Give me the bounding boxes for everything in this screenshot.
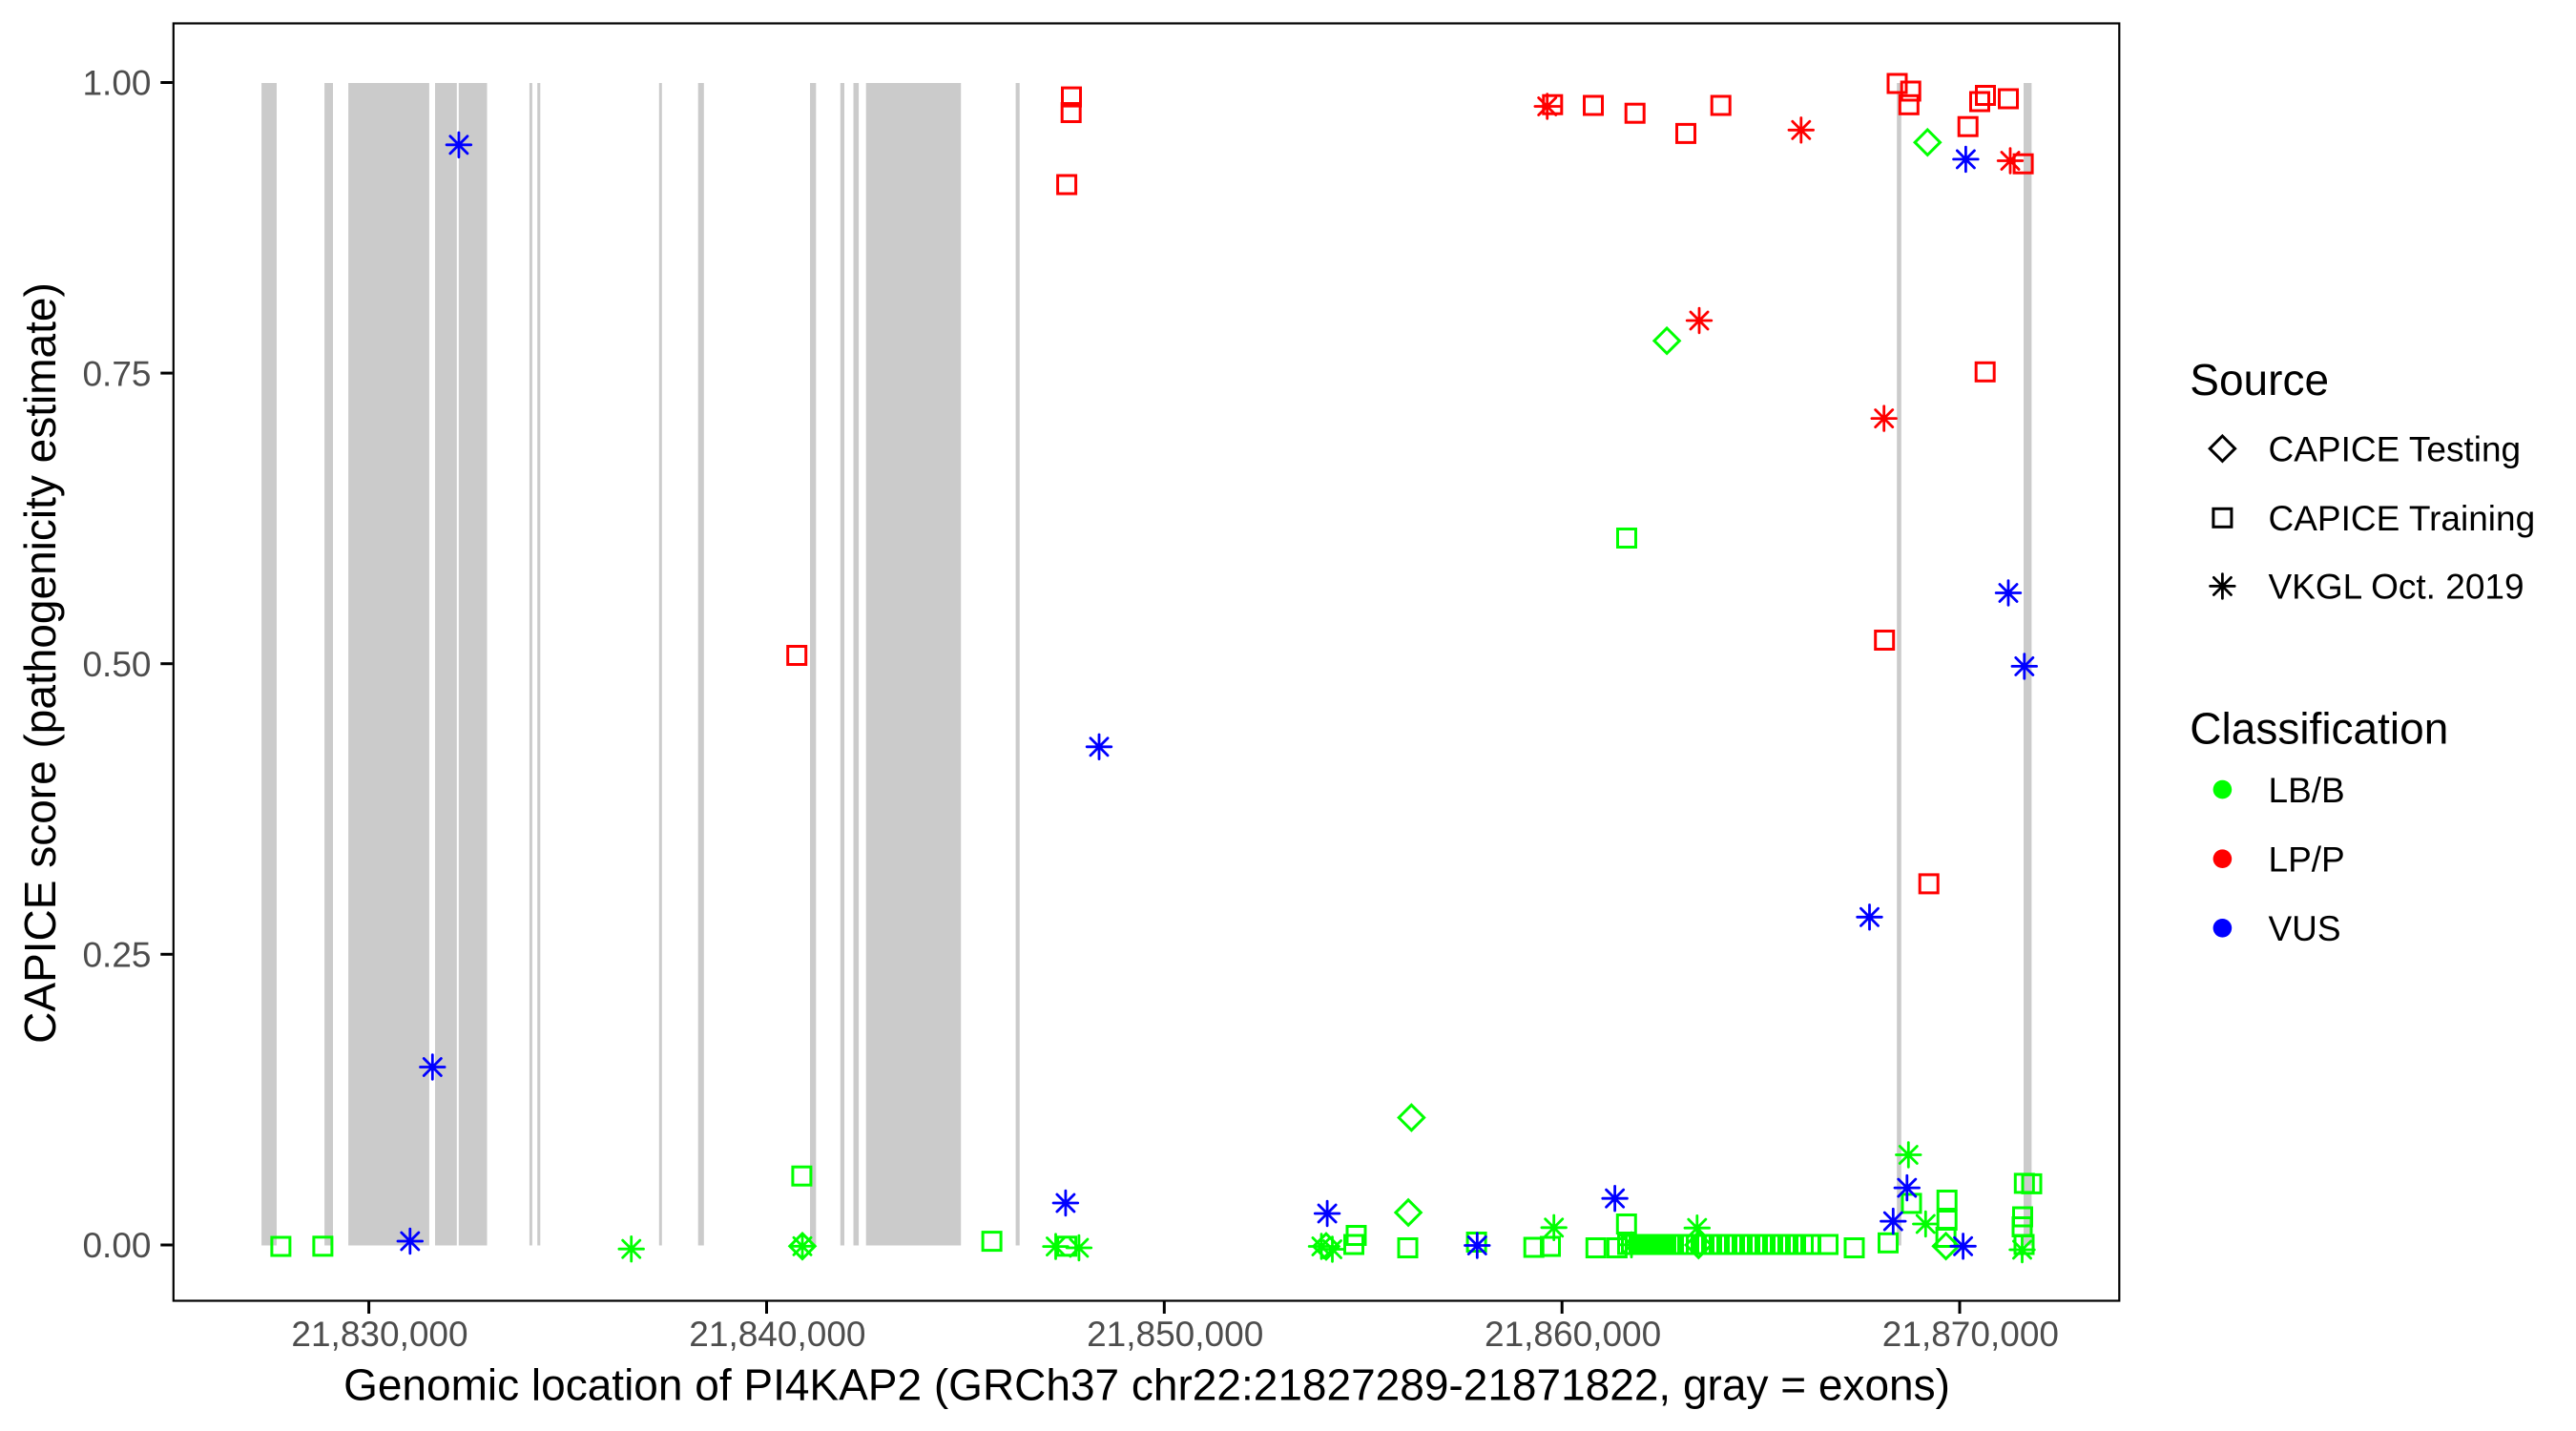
svg-text:21,850,000: 21,850,000 bbox=[1087, 1315, 1263, 1354]
svg-text:21,830,000: 21,830,000 bbox=[291, 1315, 467, 1354]
svg-text:21,860,000: 21,860,000 bbox=[1485, 1315, 1661, 1354]
svg-text:LB/B: LB/B bbox=[2269, 771, 2345, 810]
svg-text:Genomic location of PI4KAP2 (G: Genomic location of PI4KAP2 (GRCh37 chr2… bbox=[343, 1360, 1950, 1410]
svg-text:21,870,000: 21,870,000 bbox=[1882, 1315, 2059, 1354]
svg-text:Classification: Classification bbox=[2190, 704, 2448, 754]
svg-text:CAPICE Testing: CAPICE Testing bbox=[2269, 429, 2522, 468]
svg-text:Source: Source bbox=[2190, 355, 2329, 404]
svg-text:VUS: VUS bbox=[2269, 909, 2341, 948]
svg-text:0.25: 0.25 bbox=[82, 936, 151, 975]
svg-text:0.75: 0.75 bbox=[82, 354, 151, 393]
svg-text:CAPICE score (pathogenicity es: CAPICE score (pathogenicity estimate) bbox=[15, 282, 65, 1044]
svg-text:1.00: 1.00 bbox=[82, 64, 151, 103]
svg-text:CAPICE Training: CAPICE Training bbox=[2269, 499, 2536, 538]
svg-text:0.00: 0.00 bbox=[82, 1226, 151, 1265]
svg-text:LP/P: LP/P bbox=[2269, 840, 2345, 879]
svg-text:0.50: 0.50 bbox=[82, 645, 151, 684]
svg-text:VKGL Oct. 2019: VKGL Oct. 2019 bbox=[2269, 568, 2524, 607]
svg-text:21,840,000: 21,840,000 bbox=[689, 1315, 865, 1354]
